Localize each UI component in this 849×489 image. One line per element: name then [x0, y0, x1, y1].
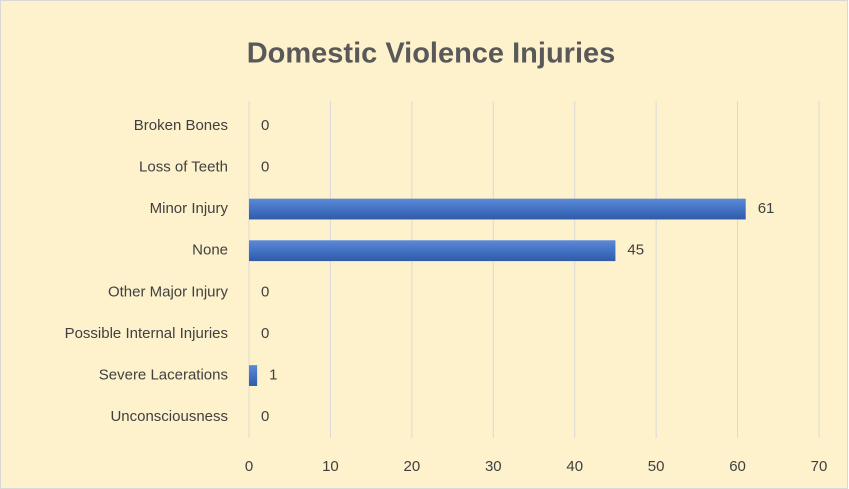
data-label: 0: [261, 325, 269, 342]
data-label: 1: [269, 367, 277, 384]
bar: [249, 365, 258, 386]
y-tick-label: Loss of Teeth: [139, 158, 228, 175]
x-tick-label: 0: [245, 458, 253, 475]
data-label: 45: [627, 242, 644, 259]
data-label: 0: [261, 158, 269, 175]
data-label: 0: [261, 283, 269, 300]
data-label: 0: [261, 117, 269, 134]
y-tick-label: Unconsciousness: [110, 408, 228, 425]
data-label: 0: [261, 408, 269, 425]
bar: [249, 198, 746, 220]
x-tick-label: 40: [566, 458, 583, 475]
x-tick-label: 30: [485, 458, 502, 475]
x-tick-label: 60: [729, 458, 746, 475]
x-tick-label: 10: [322, 458, 339, 475]
y-tick-label: Minor Injury: [150, 200, 229, 217]
y-tick-label: Other Major Injury: [108, 283, 229, 300]
x-tick-label: 50: [648, 458, 665, 475]
data-label: 61: [758, 200, 775, 217]
y-tick-label: Severe Lacerations: [99, 367, 228, 384]
x-tick-label: 70: [811, 458, 828, 475]
y-tick-label: None: [192, 242, 228, 259]
bar: [249, 240, 616, 262]
y-tick-label: Possible Internal Injuries: [65, 325, 228, 342]
x-tick-label: 20: [404, 458, 421, 475]
chart-title: Domestic Violence Injuries: [247, 38, 616, 70]
y-tick-label: Broken Bones: [134, 117, 228, 134]
